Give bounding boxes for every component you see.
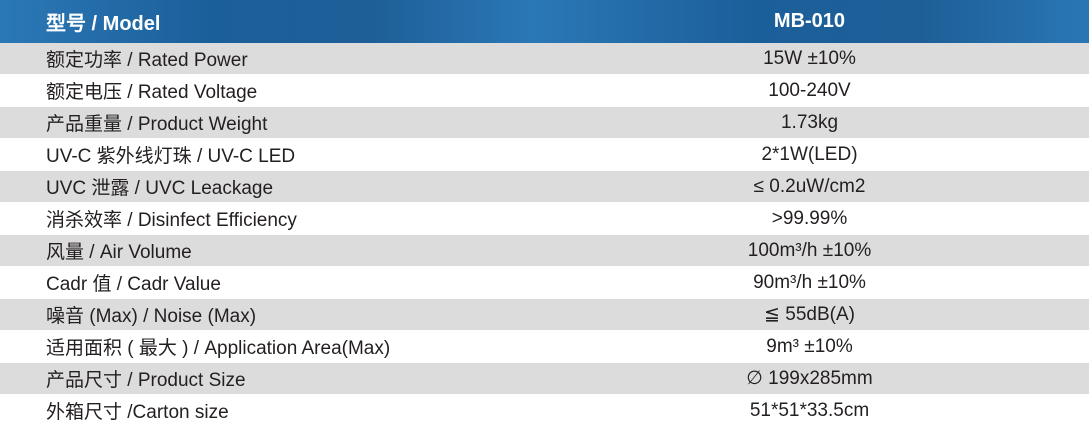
- row-value: 15W ±10%: [530, 43, 1089, 75]
- row-value: 1.73kg: [530, 106, 1089, 139]
- row-value: 100m³/h ±10%: [530, 234, 1089, 267]
- table-row: 噪音 (Max) / Noise (Max) ≦ 55dB(A): [0, 298, 1089, 331]
- table-row: Cadr 值 / Cadr Value 90m³/h ±10%: [0, 266, 1089, 299]
- table-row: 产品重量 / Product Weight 1.73kg: [0, 106, 1089, 139]
- row-label: 产品重量 / Product Weight: [0, 106, 530, 139]
- row-value: ≦ 55dB(A): [530, 298, 1089, 331]
- row-label: 额定功率 / Rated Power: [0, 43, 530, 75]
- table-header-row: 型号 / Model MB-010: [0, 0, 1089, 43]
- row-label: 消杀效率 / Disinfect Efficiency: [0, 202, 530, 235]
- row-label: 噪音 (Max) / Noise (Max): [0, 298, 530, 331]
- table-row: 适用面积 ( 最大 ) / Application Area(Max) 9m³ …: [0, 330, 1089, 363]
- header-label: 型号 / Model: [0, 0, 530, 43]
- row-value: ∅ 199x285mm: [530, 362, 1089, 395]
- table-row: 产品尺寸 / Product Size ∅ 199x285mm: [0, 362, 1089, 395]
- table-row: 消杀效率 / Disinfect Efficiency >99.99%: [0, 202, 1089, 235]
- row-label: UV-C 紫外线灯珠 / UV-C LED: [0, 138, 530, 171]
- row-label: Cadr 值 / Cadr Value: [0, 266, 530, 299]
- row-value: ≤ 0.2uW/cm2: [530, 170, 1089, 203]
- row-label: 产品尺寸 / Product Size: [0, 362, 530, 395]
- row-value: 9m³ ±10%: [530, 330, 1089, 363]
- row-value: >99.99%: [530, 202, 1089, 235]
- table-row: 额定电压 / Rated Voltage 100-240V: [0, 74, 1089, 107]
- row-label: 风量 / Air Volume: [0, 234, 530, 267]
- table-row: 额定功率 / Rated Power 15W ±10%: [0, 43, 1089, 75]
- table-row: UV-C 紫外线灯珠 / UV-C LED 2*1W(LED): [0, 138, 1089, 171]
- row-value: 100-240V: [530, 74, 1089, 107]
- row-value: 2*1W(LED): [530, 138, 1089, 171]
- row-label: 额定电压 / Rated Voltage: [0, 74, 530, 107]
- row-value: 90m³/h ±10%: [530, 266, 1089, 299]
- row-label: UVC 泄露 / UVC Leackage: [0, 170, 530, 203]
- row-label: 适用面积 ( 最大 ) / Application Area(Max): [0, 330, 530, 363]
- table-row: UVC 泄露 / UVC Leackage ≤ 0.2uW/cm2: [0, 170, 1089, 203]
- table-row: 风量 / Air Volume 100m³/h ±10%: [0, 234, 1089, 267]
- header-model: MB-010: [530, 0, 1089, 43]
